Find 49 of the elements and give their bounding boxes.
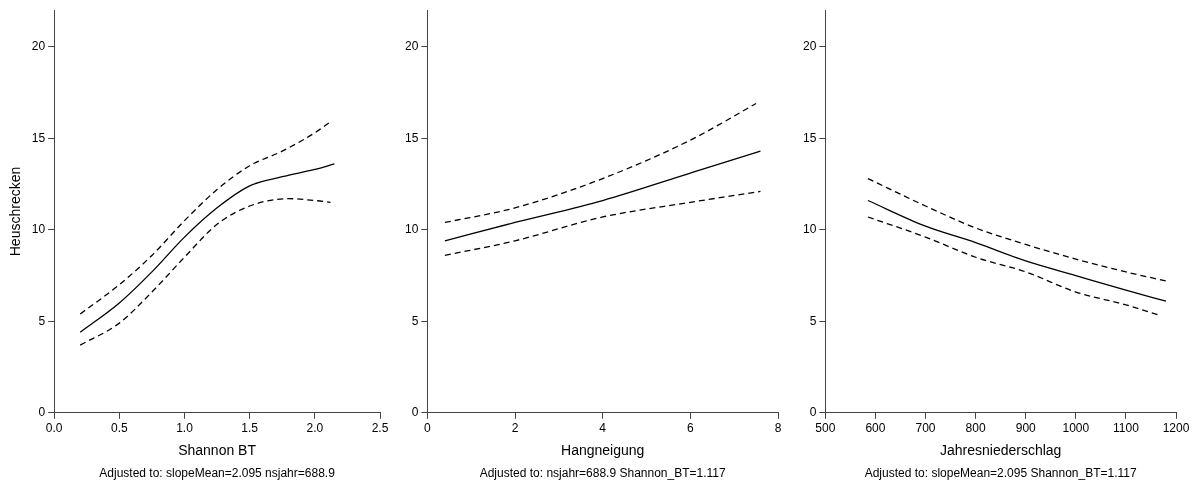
x-tick-label: 0 [424,421,431,436]
x-axis-title: Hangneigung [561,442,645,459]
y-tick-label: 10 [31,222,46,237]
text: Adjusted to: slopeMean=2.095 Shannon_BT=1.117 [864,466,1137,481]
line-series [444,190,762,257]
y-tick-label: 10 [404,222,419,237]
y-tick-label: 15 [404,130,419,145]
x-tick-label: 2.0 [306,421,324,436]
y-tick-label: 5 [411,313,419,328]
y-tick-label: 5 [38,313,46,328]
y-tick-label: 20 [404,39,419,54]
x-tick-label: 1200 [1162,421,1190,436]
y-tick-label: 0 [411,405,419,420]
text: Adjusted to: slopeMean=2.095 nsjahr=688.9 [99,466,336,481]
line-series [79,121,332,315]
text: Adjusted to: nsjahr=688.9 Shannon_BT=1.117 [479,466,726,481]
line-series [79,163,336,333]
x-tick-label: 1.5 [241,421,259,436]
line-series [79,198,332,346]
x-tick-label: 1.0 [176,421,194,436]
line-series [444,150,762,242]
y-tick-label: 5 [809,313,817,328]
line-series [867,177,1167,282]
x-tick-label: 800 [965,421,986,436]
y-tick-label: 15 [802,130,817,145]
x-tick-label: 600 [865,421,886,436]
x-tick-label: 500 [815,421,836,436]
x-tick-label: 1000 [1062,421,1090,436]
x-axis-title: Shannon BT [178,442,257,459]
y-tick-label: 20 [802,39,817,54]
y-tick-label: 0 [38,405,46,420]
x-tick-label: 700 [915,421,936,436]
x-tick-label: 8 [774,421,782,436]
y-axis-title: Heuschrecken [7,166,24,257]
x-tick-label: 6 [686,421,694,436]
y-tick-label: 20 [31,39,46,54]
line-series [867,199,1167,302]
x-tick-label: 0.5 [110,421,128,436]
y-tick-label: 0 [809,405,817,420]
x-tick-label: 2.5 [371,421,389,436]
y-tick-label: 15 [31,130,46,145]
x-axis-title: Jahresniederschlag [939,442,1062,459]
line-series [444,102,757,224]
y-tick-label: 10 [802,222,817,237]
x-tick-label: 4 [599,421,607,436]
x-tick-label: 2 [511,421,519,436]
x-tick-label: 0.0 [45,421,63,436]
x-tick-label: 900 [1015,421,1037,436]
x-tick-label: 1100 [1113,421,1140,436]
